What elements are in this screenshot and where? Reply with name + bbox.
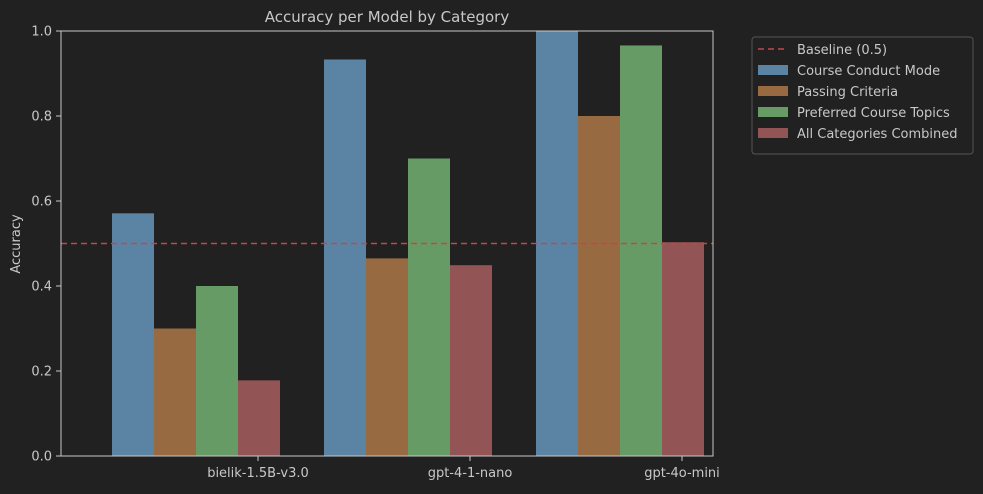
legend-label-baseline: Baseline (0.5) [797,43,887,58]
legend-label-1: Passing Criteria [797,85,898,100]
bar-2-1 [408,158,450,456]
legend-swatch-2 [758,107,788,117]
y-tick-label: 0.0 [31,450,52,465]
y-tick-label: 0.8 [31,110,52,125]
bar-2-0 [196,286,238,456]
chart-title: Accuracy per Model by Category [265,8,510,26]
bar-3-2 [662,242,704,456]
y-ticks: 0.0 0.2 0.4 0.6 0.8 1.0 [31,25,61,465]
bar-0-0 [112,213,154,456]
y-tick-label: 1.0 [31,25,52,40]
bar-1-1 [366,258,408,456]
x-tick-label: bielik-1.5B-v3.0 [207,466,309,481]
bar-3-0 [238,380,280,456]
x-tick-label: gpt-4-1-nano [428,466,513,481]
y-axis-label: Accuracy [9,214,24,274]
bar-1-0 [154,328,196,456]
x-tick-label: gpt-4o-mini [644,466,720,481]
y-tick-label: 0.4 [31,280,52,295]
bar-2-2 [620,45,662,456]
bar-1-2 [578,116,620,456]
bars-group [112,31,704,456]
y-tick-label: 0.2 [31,365,52,380]
bar-3-1 [450,265,492,456]
legend-label-2: Preferred Course Topics [797,106,950,121]
y-tick-label: 0.6 [31,195,52,210]
plot-frame [60,30,714,457]
legend-box [751,36,974,155]
x-ticks: bielik-1.5B-v3.0 gpt-4-1-nano gpt-4o-mini [207,456,720,481]
legend-swatch-0 [758,65,788,75]
legend: Baseline (0.5) Course Conduct Mode Passing… [751,36,974,155]
legend-swatch-3 [758,128,788,138]
legend-label-3: All Categories Combined [797,127,958,142]
bar-0-1 [324,59,366,456]
legend-label-0: Course Conduct Mode [797,64,940,79]
legend-swatch-1 [758,86,788,96]
